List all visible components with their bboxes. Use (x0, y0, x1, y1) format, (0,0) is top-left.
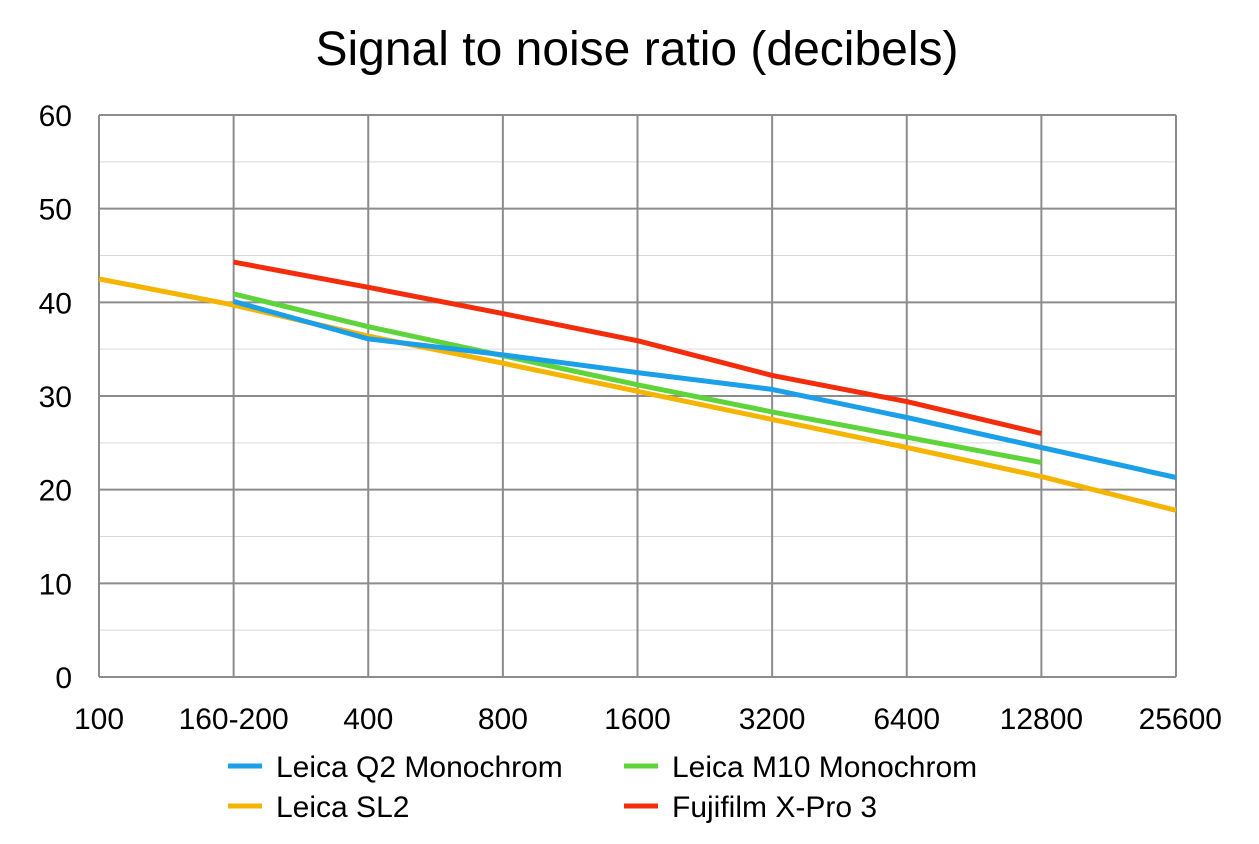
y-tick-label: 30 (39, 381, 72, 414)
x-tick-label: 6400 (873, 703, 940, 736)
x-tick-label: 100 (74, 703, 124, 736)
x-tick-label: 1600 (604, 703, 671, 736)
y-tick-label: 0 (55, 662, 72, 695)
legend: Leica Q2 Monochrom Leica M10 Monochrom Lei… (228, 751, 977, 824)
y-tick-label: 60 (39, 100, 72, 133)
x-tick-label: 160-200 (179, 703, 289, 736)
y-tick-label: 50 (39, 194, 72, 227)
x-tick-label: 400 (343, 703, 393, 736)
series-line-leica-q2-monochrom (232, 298, 1177, 480)
legend-label: Fujifilm X-Pro 3 (672, 791, 877, 824)
x-tick-label: 800 (478, 703, 528, 736)
series-line-leica-m10-monochrom (233, 291, 1042, 465)
legend-label: Leica M10 Monochrom (672, 751, 977, 784)
major-gridlines (98, 114, 1177, 678)
x-tick-label: 12800 (1000, 703, 1083, 736)
y-axis-tick-labels: 0 10 20 30 40 50 60 (39, 100, 72, 695)
y-tick-label: 20 (39, 475, 72, 508)
x-tick-label: 25600 (1139, 703, 1222, 736)
series-lines (98, 259, 1177, 513)
legend-label: Leica Q2 Monochrom (276, 751, 563, 784)
y-tick-label: 10 (39, 568, 72, 601)
y-tick-label: 40 (39, 287, 72, 320)
chart-title: Signal to noise ratio (decibels) (315, 23, 958, 76)
series-line-fujifilm-x-pro-3 (233, 259, 1042, 436)
legend-label: Leica SL2 (276, 791, 409, 824)
x-axis-tick-labels: 100 160-200 400 800 1600 3200 6400 12800 25600 (74, 703, 1222, 736)
x-tick-label: 3200 (739, 703, 806, 736)
